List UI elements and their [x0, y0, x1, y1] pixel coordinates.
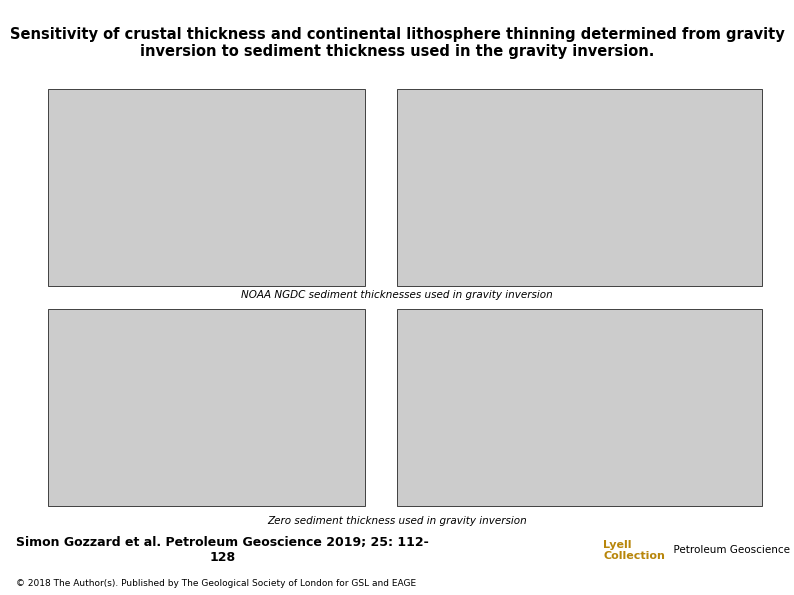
Text: NOAA NGDC sediment thicknesses used in gravity inversion: NOAA NGDC sediment thicknesses used in g…: [241, 290, 553, 299]
Bar: [48, 309, 365, 506]
Text: © 2018 The Author(s). Published by The Geological Society of London for GSL and : © 2018 The Author(s). Published by The G…: [16, 579, 416, 588]
Text: Simon Gozzard et al. Petroleum Geoscience 2019; 25: 112-
128: Simon Gozzard et al. Petroleum Geoscienc…: [16, 536, 429, 565]
Text: Sensitivity of crustal thickness and continental lithosphere thinning determined: Sensitivity of crustal thickness and con…: [10, 27, 784, 59]
Text: Petroleum Geoscience: Petroleum Geoscience: [667, 546, 790, 555]
Bar: [397, 89, 762, 286]
Bar: [397, 309, 762, 506]
Bar: [48, 89, 365, 286]
Text: Zero sediment thickness used in gravity inversion: Zero sediment thickness used in gravity …: [267, 516, 527, 525]
Text: Lyell
Collection: Lyell Collection: [603, 540, 665, 561]
